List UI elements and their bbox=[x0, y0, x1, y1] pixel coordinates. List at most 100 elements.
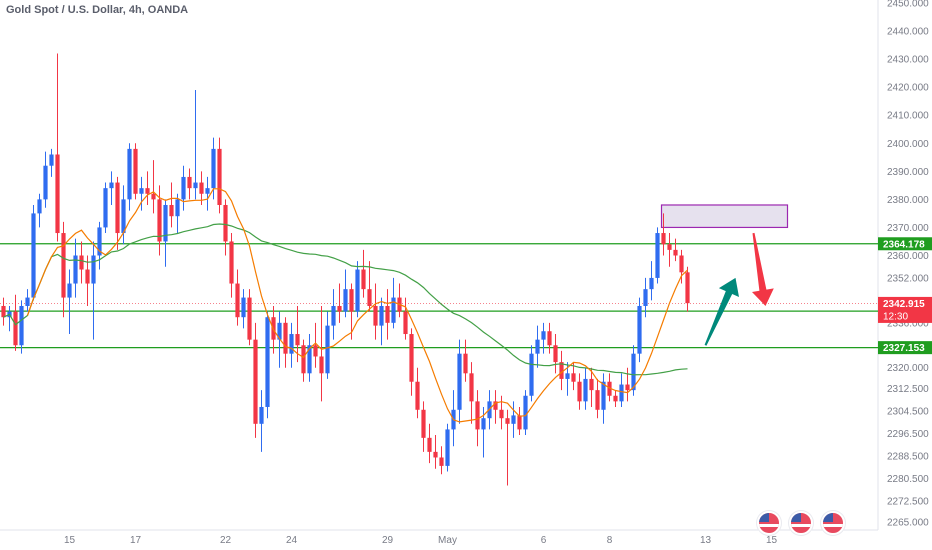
candle bbox=[463, 339, 468, 382]
candle bbox=[67, 269, 72, 335]
level-price-tag: 2364.178 bbox=[883, 239, 925, 250]
candle bbox=[535, 325, 540, 368]
y-tick-label: 2280.500 bbox=[887, 474, 929, 485]
candle-body bbox=[565, 373, 570, 379]
candle-body bbox=[403, 311, 408, 335]
candle-body bbox=[523, 395, 528, 430]
us-flag-icon[interactable] bbox=[757, 511, 781, 535]
candle-body bbox=[247, 297, 252, 340]
candle bbox=[355, 261, 360, 318]
candle-body bbox=[529, 353, 534, 396]
candle-body bbox=[61, 233, 66, 298]
candle-body bbox=[169, 204, 174, 217]
candle-body bbox=[151, 193, 156, 200]
candle bbox=[91, 241, 96, 340]
candle bbox=[199, 171, 204, 205]
candle-body bbox=[283, 322, 288, 354]
candle bbox=[133, 143, 138, 200]
candle-body bbox=[409, 334, 414, 382]
candle-body bbox=[379, 305, 384, 326]
candle bbox=[235, 269, 240, 326]
candle bbox=[61, 221, 66, 318]
candle bbox=[55, 53, 60, 242]
candle-body bbox=[277, 322, 282, 340]
sma-fast-line bbox=[26, 188, 688, 423]
candle bbox=[385, 289, 390, 340]
candle bbox=[163, 199, 168, 267]
candle-body bbox=[319, 356, 324, 374]
candle bbox=[187, 168, 192, 200]
candle bbox=[517, 406, 522, 436]
candle-body bbox=[601, 381, 606, 410]
candle-body bbox=[589, 378, 594, 391]
candle bbox=[25, 289, 30, 312]
candle bbox=[223, 199, 228, 256]
candle bbox=[433, 435, 438, 469]
candle-body bbox=[187, 176, 192, 189]
candle bbox=[439, 446, 444, 475]
candle bbox=[217, 137, 222, 214]
us-flag-icon[interactable] bbox=[821, 511, 845, 535]
supply-zone bbox=[660, 204, 789, 229]
candle-body bbox=[265, 317, 270, 407]
candle bbox=[361, 249, 366, 298]
y-tick-label: 2296.500 bbox=[887, 429, 929, 440]
candle-body bbox=[31, 213, 36, 298]
candle bbox=[673, 238, 678, 262]
candle bbox=[211, 137, 216, 200]
candle bbox=[181, 165, 186, 211]
candle bbox=[19, 300, 24, 354]
candle bbox=[259, 390, 264, 452]
candle-body bbox=[457, 353, 462, 410]
candle-body bbox=[667, 244, 672, 250]
candle-body bbox=[91, 255, 96, 284]
candle-body bbox=[517, 415, 522, 430]
candle bbox=[331, 289, 336, 340]
candle-body bbox=[127, 148, 132, 200]
y-tick-label: 2450.000 bbox=[887, 0, 929, 10]
candle-body bbox=[679, 255, 684, 273]
candle-body bbox=[205, 188, 210, 194]
candle bbox=[559, 350, 564, 391]
candle bbox=[547, 322, 552, 354]
y-tick-label: 2304.500 bbox=[887, 407, 929, 418]
candle-body bbox=[571, 373, 576, 382]
candle bbox=[31, 204, 36, 301]
candle-body bbox=[19, 305, 24, 346]
candle bbox=[541, 322, 546, 354]
y-tick-label: 2400.000 bbox=[887, 139, 929, 150]
us-flag-icon[interactable] bbox=[789, 511, 813, 535]
candle bbox=[109, 171, 114, 205]
candle bbox=[1, 297, 6, 326]
candle-body bbox=[463, 353, 468, 374]
candle-body bbox=[325, 325, 330, 374]
candle-body bbox=[631, 353, 636, 391]
candle-body bbox=[241, 297, 246, 318]
candle bbox=[193, 89, 198, 200]
candle-body bbox=[49, 154, 54, 166]
candle-body bbox=[235, 283, 240, 318]
candle bbox=[115, 176, 120, 250]
current-price-tag: 2342.915 bbox=[883, 299, 925, 310]
candle bbox=[649, 261, 654, 301]
candle-body bbox=[625, 384, 630, 391]
candle-body bbox=[637, 305, 642, 354]
x-tick-label: 15 bbox=[64, 535, 76, 546]
candle bbox=[415, 367, 420, 419]
candle-body bbox=[13, 311, 18, 346]
candle bbox=[655, 227, 660, 284]
candle-body bbox=[511, 415, 516, 424]
candle-body bbox=[385, 305, 390, 323]
candle-body bbox=[613, 395, 618, 402]
candle bbox=[499, 395, 504, 430]
candle bbox=[667, 233, 672, 267]
candle bbox=[313, 322, 318, 368]
candle-body bbox=[121, 199, 126, 234]
candle bbox=[625, 367, 630, 402]
candle-body bbox=[79, 255, 84, 270]
candle-body bbox=[85, 269, 90, 284]
candle-body bbox=[199, 182, 204, 194]
candle bbox=[325, 311, 330, 379]
candle-body bbox=[295, 334, 300, 346]
